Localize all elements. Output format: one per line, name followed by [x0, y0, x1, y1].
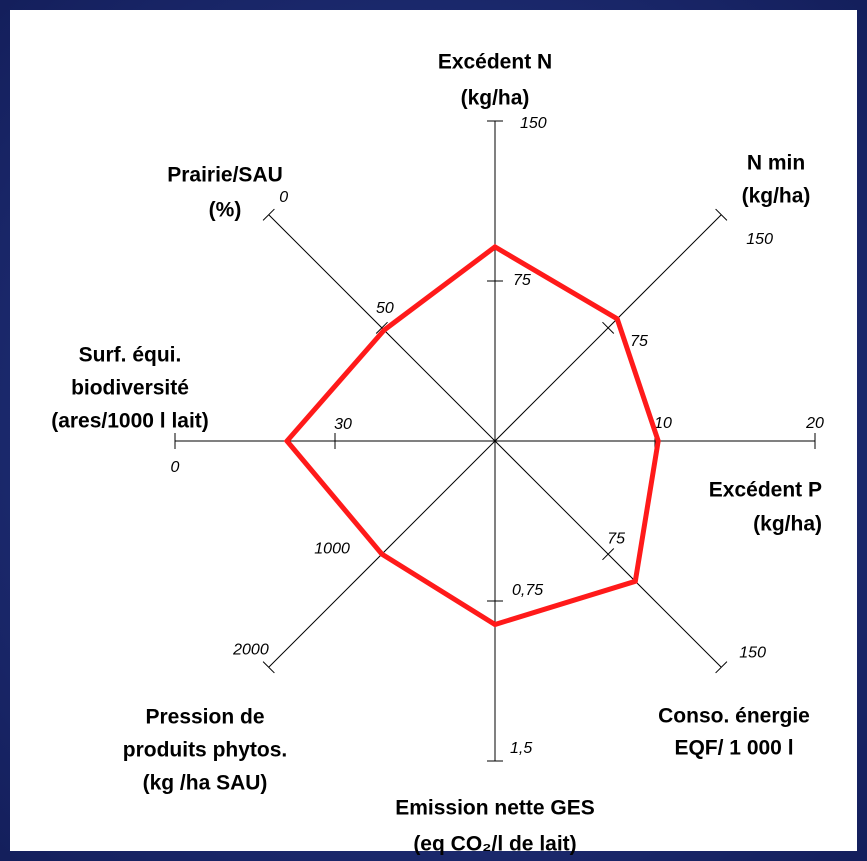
axis-label: Emission nette GES [395, 797, 595, 820]
tick-label: 150 [746, 231, 773, 248]
axis-label: Conso. énergie [658, 705, 810, 728]
tick-label: 30 [334, 416, 352, 433]
axis-label: (kg/ha) [742, 185, 811, 208]
tick-label: 0 [171, 459, 180, 476]
axis-label: biodiversité [71, 377, 189, 400]
axis-label: (ares/1000 l lait) [51, 410, 209, 433]
axis-label: produits phytos. [123, 739, 288, 762]
tick-label: 10 [654, 415, 672, 432]
radar-line [283, 243, 661, 628]
tick-label: 1,5 [510, 740, 532, 757]
axis-label: Pression de [145, 706, 264, 729]
axis-label: (kg/ha) [753, 513, 822, 536]
axis-label: Surf. équi. [79, 344, 182, 367]
axis-label: (kg/ha) [461, 87, 530, 110]
axis-label: (eq CO₂/l de lait) [413, 833, 576, 856]
axis-label: (%) [209, 199, 242, 222]
tick-label: 0,75 [512, 582, 543, 599]
tick-mark [262, 208, 275, 221]
axis-label: N min [747, 152, 805, 175]
tick-label: 75 [630, 333, 648, 350]
axis-label: Excédent P [709, 479, 822, 502]
tick-label: 75 [607, 530, 625, 547]
axis-label: EQF/ 1 000 l [674, 737, 793, 760]
tick-label: 0 [279, 189, 288, 206]
tick-label: 20 [805, 415, 824, 432]
tick-mark [262, 661, 275, 674]
panel [10, 10, 857, 851]
tick-label: 150 [520, 115, 547, 132]
tick-label: 150 [739, 644, 766, 661]
tick-label: 1000 [314, 540, 350, 557]
tick-mark [375, 321, 388, 334]
tick-label: 2000 [232, 641, 269, 658]
tick-mark [602, 548, 615, 561]
tick-label: 75 [513, 272, 531, 289]
axis-label: (kg /ha SAU) [143, 772, 268, 795]
tick-mark [715, 661, 728, 674]
axis-label: Excédent N [438, 51, 552, 74]
tick-mark [602, 321, 615, 334]
axis-label: Prairie/SAU [167, 164, 283, 187]
tick-mark [715, 208, 728, 221]
tick-label: 50 [376, 300, 394, 317]
